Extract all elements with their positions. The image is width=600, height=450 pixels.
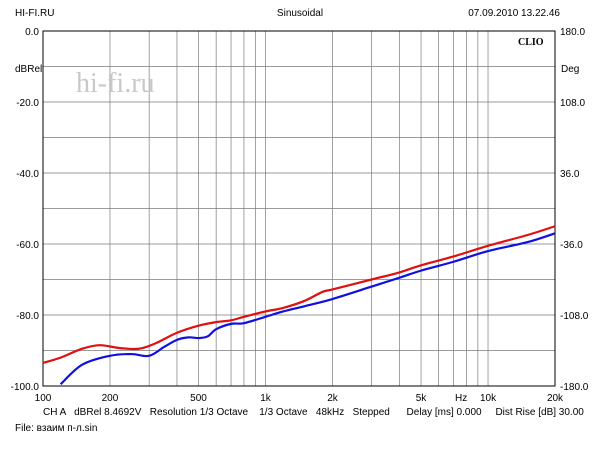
x-tick-label: 10k [480,393,497,404]
series-line-2 [59,232,556,386]
y-tick-label: -100.0 [11,382,40,393]
y-tick-label: -40.0 [16,169,39,180]
y-tick-label: -60.0 [16,240,39,251]
header-left-title: HI-FI.RU [15,8,55,19]
series-group [42,225,556,386]
y2-tick-label: -180.0 [560,382,589,393]
y-tick-label: -20.0 [16,98,39,109]
x-tick-label: 2k [327,393,339,404]
x-tick-label: 200 [102,393,119,404]
tick-labels: 100 200 500 1k 2k 5k 10k 20k 0.0 -20.0 -40.0 -60.0 -… [11,27,589,404]
y-tick-label: -80.0 [16,311,39,322]
watermark-logo: hi-fi.ru [76,68,155,99]
header-center-title: Sinusoidal [276,8,324,19]
y-axis-unit-label: dBRel [15,64,42,75]
y2-tick-label: -108.0 [560,311,589,322]
x-axis-unit-label: Hz [455,393,467,404]
x-tick-label: 20k [547,393,564,404]
x-tick-label: 100 [35,393,52,404]
y-tick-label: 0.0 [25,27,39,38]
file-name: File: взаим п-л.sin [15,423,98,434]
x-tick-label: 5k [416,393,428,404]
series-line-1 [42,225,556,364]
plot-frame [42,30,556,387]
y2-axis-unit-label: Deg [561,64,579,75]
x-tick-label: 500 [190,393,207,404]
y2-tick-label: 180.0 [560,27,585,38]
x-tick-label: 1k [260,393,272,404]
measurement-settings: CH A dBRel 8.4692V Resolution 1/3 Octave… [43,407,584,418]
y2-tick-label: -36.0 [560,240,583,251]
header-timestamp: 07.09.2010 13.22.46 [468,8,560,19]
grid [43,31,555,386]
clio-brand-label: CLIO [518,37,544,48]
y2-tick-label: 36.0 [560,169,580,180]
y2-tick-label: 108.0 [560,98,585,109]
